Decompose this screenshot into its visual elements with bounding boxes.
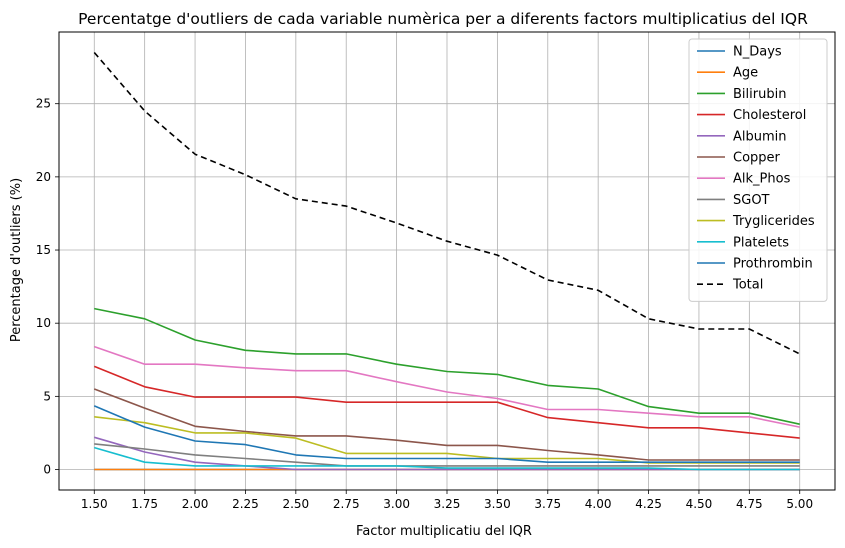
legend: N_Days Age Bilirubin Cholesterol Albumin Copp… [688,38,828,302]
x-tick-label: 2.50 [282,497,309,511]
y-axis-ticks: 0 5 10 15 20 25 [36,97,59,477]
y-tick-label: 20 [36,170,51,184]
y-tick-label: 25 [36,97,51,111]
x-tick-label: 3.50 [484,497,511,511]
x-tick-label: 5.00 [786,497,813,511]
x-axis-label: Factor multiplicatiu del IQR [356,524,532,539]
series-line [94,446,800,471]
x-tick-label: 4.00 [585,497,612,511]
series-line [94,388,800,461]
legend-label: Prothrombin [733,257,813,272]
legend-label: Albumin [733,129,787,144]
legend-label: SGOT [733,193,770,208]
y-tick-label: 10 [36,316,51,330]
x-tick-label: 1.75 [131,497,158,511]
legend-label: N_Days [733,45,782,60]
x-tick-label: 3.00 [383,497,410,511]
x-tick-label: 2.00 [182,497,209,511]
chart-title: Percentatge d'outliers de cada variable … [78,10,808,28]
x-tick-label: 4.25 [635,497,662,511]
legend-label: Total [732,278,763,293]
y-tick-label: 0 [43,463,51,477]
x-tick-label: 3.75 [534,497,561,511]
x-tick-label: 2.75 [333,497,360,511]
x-tick-label: 1.50 [81,497,108,511]
y-axis-label: Percentage d'outliers (%) [9,178,24,342]
x-tick-label: 4.50 [686,497,713,511]
legend-box [688,38,828,302]
series-line [93,51,801,355]
series-line [94,345,800,428]
x-tick-label: 3.25 [434,497,461,511]
y-tick-label: 5 [43,389,51,403]
x-axis-ticks: 1.50 1.75 2.00 2.25 2.50 2.75 3.00 3.25 3.50 3.75… [81,490,813,511]
legend-label: Alk_Phos [733,172,791,187]
legend-label: Platelets [733,235,789,250]
series-lines [93,51,801,471]
legend-label: Age [733,66,758,81]
legend-label: Copper [733,151,781,166]
legend-label: Cholesterol [733,108,806,123]
x-tick-label: 4.75 [736,497,763,511]
series-line [94,443,800,467]
legend-label: Tryglicerides [732,214,815,229]
series-line [93,405,800,464]
series-line [93,365,800,439]
legend-label: Bilirubin [733,87,786,102]
x-tick-label: 2.25 [232,497,259,511]
series-line [94,307,800,425]
y-tick-label: 15 [36,243,51,257]
